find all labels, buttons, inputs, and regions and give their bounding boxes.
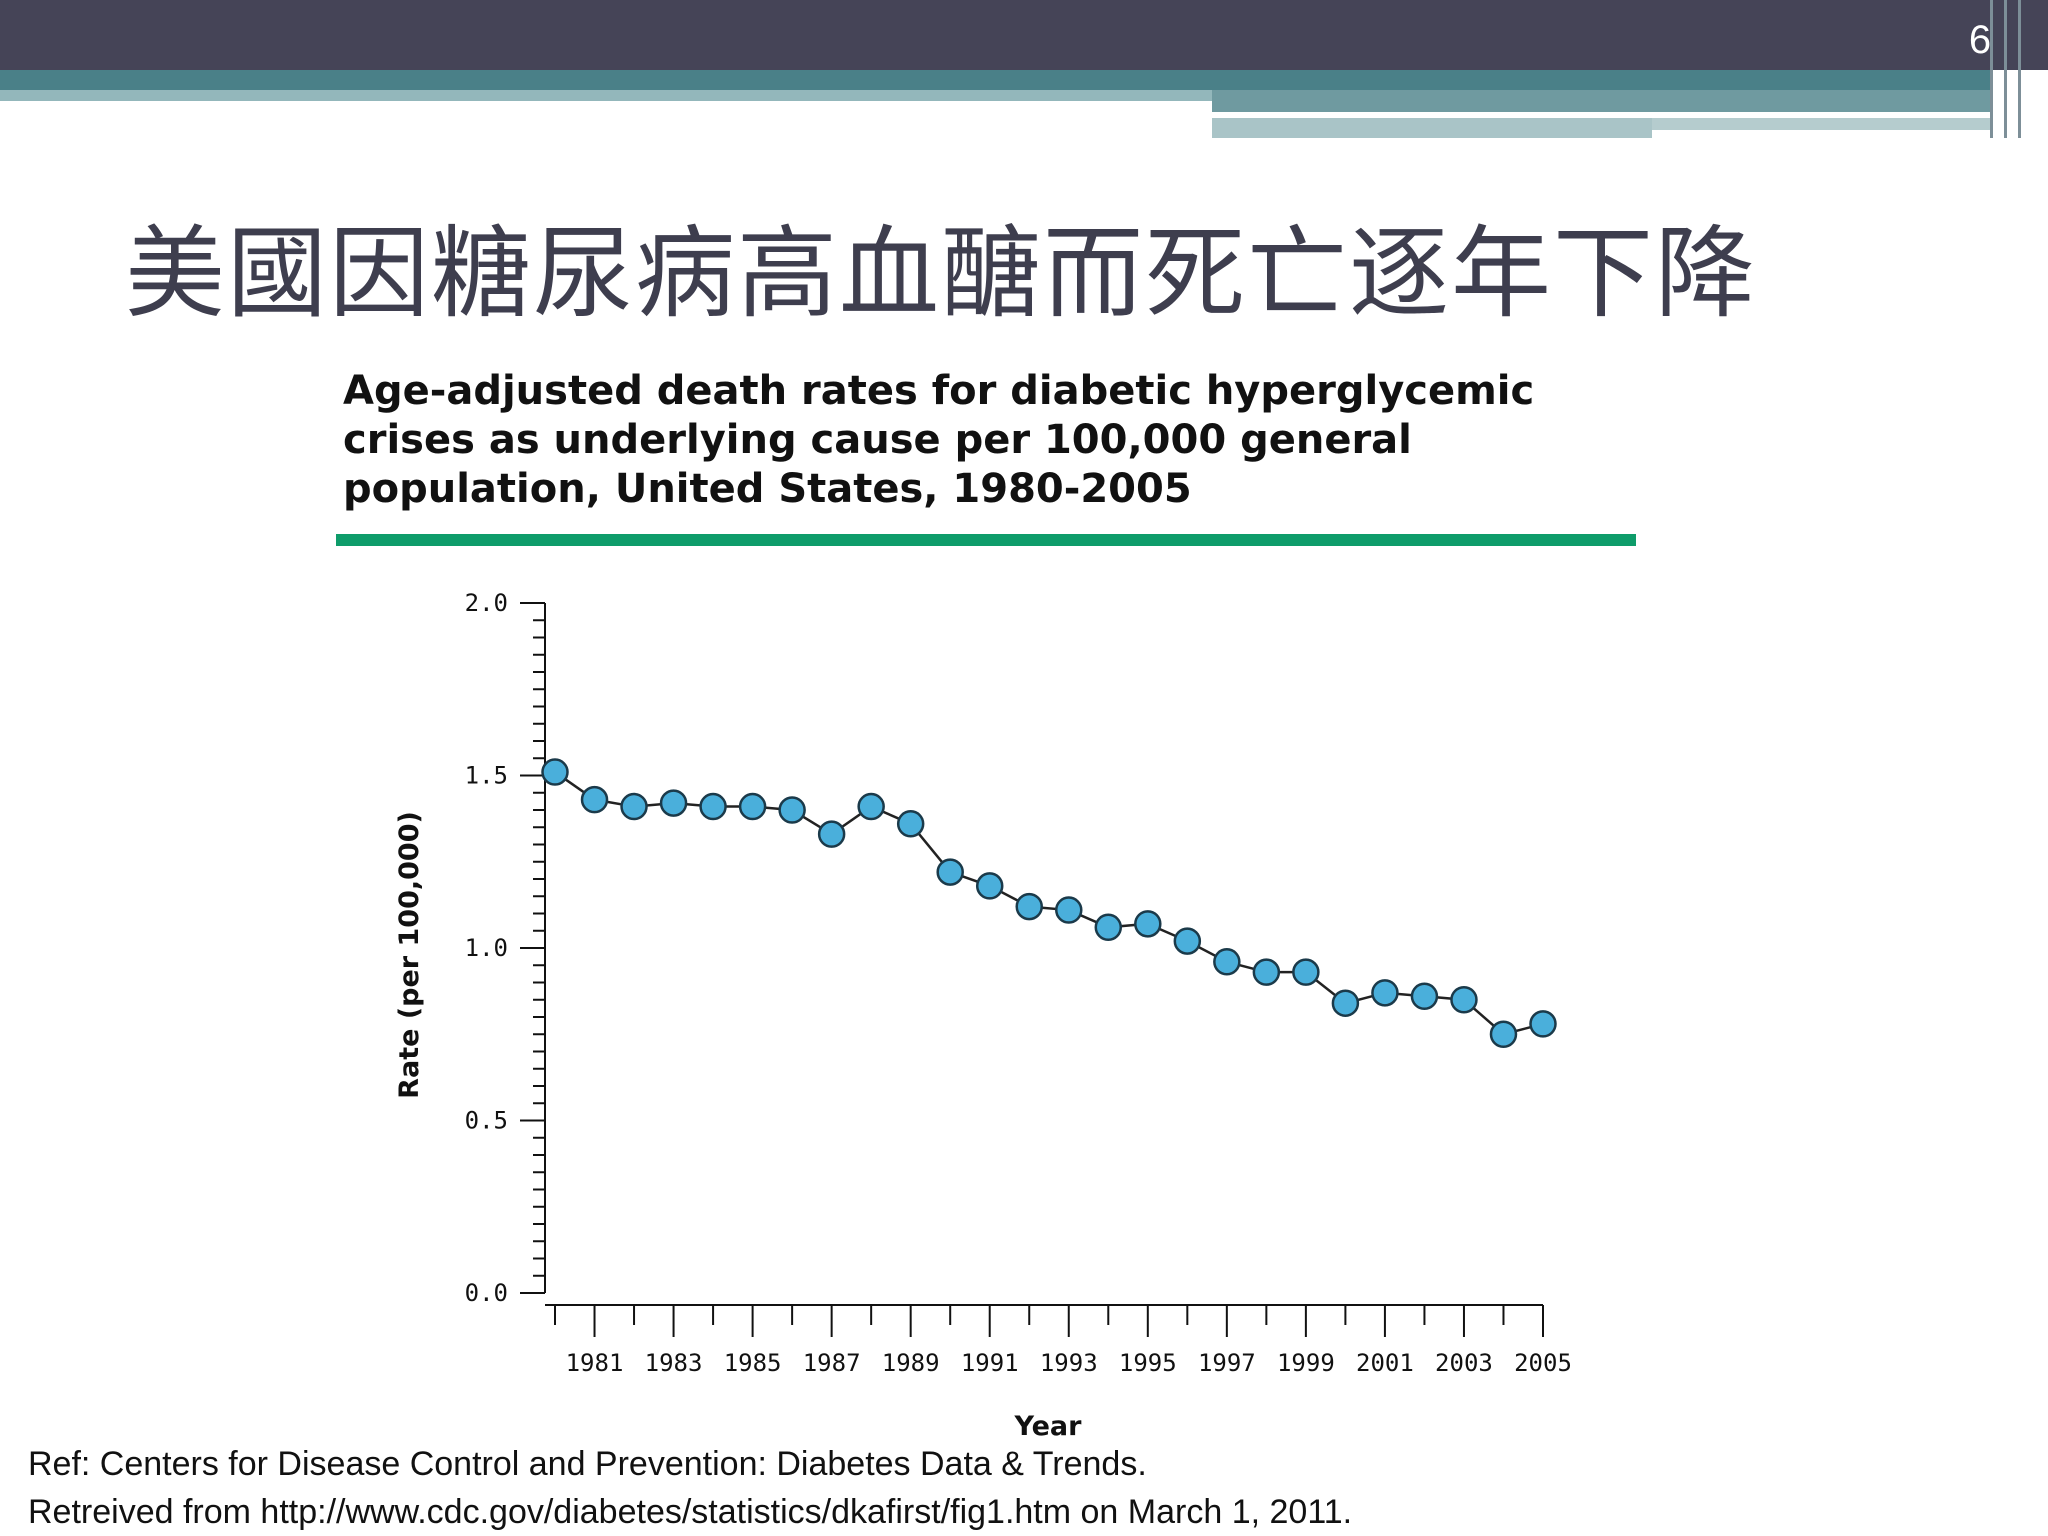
y-tick-label: 0.5 <box>465 1107 508 1135</box>
reference-line: Ref: Centers for Disease Control and Pre… <box>28 1445 1147 1483</box>
y-tick-label: 1.5 <box>465 762 508 790</box>
x-tick-label: 2005 <box>1514 1349 1572 1377</box>
x-tick-label: 1993 <box>1040 1349 1098 1377</box>
data-point <box>817 820 846 848</box>
chart-series <box>541 758 1557 1048</box>
y-axis-label: Rate (per 100,000) <box>394 811 425 1099</box>
data-point <box>1094 913 1123 942</box>
chart-axes: 0.0 0.5 1.0 1.5 2.0 1981 1983 1985 1987 1989 1991 1… <box>465 589 1572 1377</box>
data-point <box>620 792 648 821</box>
data-point <box>1134 910 1162 938</box>
header-stripe <box>0 90 1212 101</box>
x-tick-label: 1997 <box>1198 1349 1256 1377</box>
decor-line <box>2004 0 2007 138</box>
data-point <box>778 796 806 824</box>
data-point <box>1292 958 1320 986</box>
header-stripe <box>0 70 1990 90</box>
data-point <box>1055 896 1083 924</box>
x-tick-label: 1999 <box>1277 1349 1335 1377</box>
y-tick-label: 2.0 <box>465 589 508 617</box>
slide-title: 美國因糖尿病高血醣而死亡逐年下降 <box>125 215 1757 332</box>
x-tick-label: 1989 <box>882 1349 940 1377</box>
data-point <box>541 758 569 786</box>
page-number: 6 <box>1968 18 1992 62</box>
chart-title-line: Age-adjusted death rates for diabetic hy… <box>343 368 1535 414</box>
data-point <box>1252 958 1281 986</box>
data-point <box>580 785 609 814</box>
y-tick-label: 0.0 <box>465 1279 508 1307</box>
data-point <box>1410 982 1439 1011</box>
x-tick-label: 1985 <box>724 1349 782 1377</box>
data-point <box>857 792 885 821</box>
title-rule <box>336 534 1636 546</box>
data-point <box>975 872 1004 900</box>
chart-title-line: crises as underlying cause per 100,000 g… <box>343 417 1412 463</box>
data-point <box>1015 892 1043 921</box>
header-stripe <box>1212 118 1652 138</box>
x-tick-label: 1995 <box>1119 1349 1177 1377</box>
header-stripe <box>1652 118 1990 130</box>
chart-title: Age-adjusted death rates for diabetic hy… <box>343 367 1543 514</box>
data-point <box>1213 948 1241 976</box>
data-point <box>699 792 727 821</box>
data-point <box>896 810 925 838</box>
x-axis-label: Year <box>1014 1411 1083 1442</box>
data-point <box>1331 989 1360 1017</box>
reference: Ref: Centers for Disease Control and Pre… <box>28 1440 1352 1536</box>
data-point <box>1450 986 1478 1014</box>
y-tick-label: 1.0 <box>465 934 508 962</box>
data-point <box>1489 1020 1518 1048</box>
header-stripe <box>1212 90 1990 112</box>
data-point <box>1371 979 1399 1007</box>
data-point <box>1173 927 1202 955</box>
data-point <box>738 792 767 821</box>
x-tick-label: 1981 <box>566 1349 624 1377</box>
reference-line: Retreived from http://www.cdc.gov/diabet… <box>28 1493 1353 1531</box>
data-point <box>659 789 688 817</box>
chart-title-line: population, United States, 1980-2005 <box>343 466 1192 512</box>
x-tick-label: 1991 <box>961 1349 1019 1377</box>
decor-line <box>2018 0 2021 138</box>
header-stripe <box>1212 112 1896 118</box>
x-tick-label: 1983 <box>645 1349 703 1377</box>
data-point <box>936 858 964 886</box>
decor-line <box>1990 0 1993 138</box>
x-tick-label: 2003 <box>1435 1349 1493 1377</box>
data-point <box>1529 1010 1557 1038</box>
header-bar <box>0 0 2048 70</box>
x-tick-label: 1987 <box>803 1349 861 1377</box>
x-tick-label: 2001 <box>1356 1349 1414 1377</box>
